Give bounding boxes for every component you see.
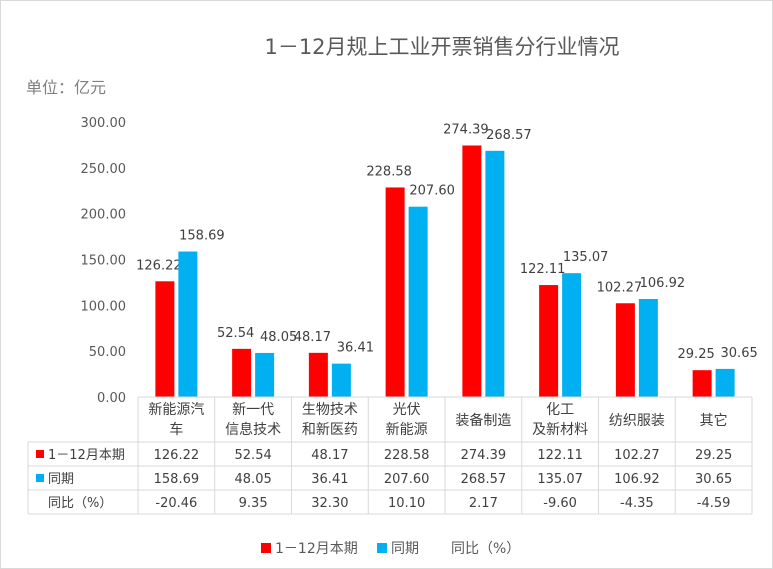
table-cell: 2.17 [469, 496, 498, 511]
table-cell: -4.35 [620, 496, 654, 511]
data-label: 106.92 [640, 276, 686, 291]
unit-label: 单位：亿元 [26, 78, 106, 97]
legend-label-yoy: 同比（%） [451, 541, 520, 557]
data-label: 48.05 [260, 330, 297, 345]
table-cell: 102.27 [614, 448, 660, 463]
y-tick-label: 150.00 [81, 254, 127, 269]
y-tick-label: 100.00 [81, 299, 127, 314]
table-cell: 52.54 [235, 448, 272, 463]
bar-current [232, 348, 252, 397]
table-cell: -4.59 [697, 496, 731, 511]
data-label: 126.22 [136, 258, 182, 273]
category-label: 光伏 [393, 402, 421, 418]
bar-prior [331, 363, 351, 397]
table-legend-key [36, 474, 44, 482]
category-label: 新一代 [232, 402, 274, 418]
legend-label-current: 1－12月本期 [275, 541, 358, 557]
bar-current [462, 145, 482, 397]
table-cell: 30.65 [695, 472, 732, 487]
y-tick-label: 250.00 [81, 162, 127, 177]
table-cell: -20.46 [155, 496, 197, 511]
bar-prior [178, 251, 198, 397]
category-label: 生物技术 [302, 402, 358, 418]
category-label: 其它 [700, 412, 728, 429]
table-row-label: 同期 [48, 472, 74, 487]
data-label: 36.41 [337, 341, 374, 356]
legend-swatch-current [261, 543, 271, 553]
bar-prior [715, 368, 735, 397]
y-tick-label: 200.00 [81, 208, 127, 223]
table-cell: 48.17 [311, 448, 348, 463]
table-cell: 106.92 [614, 472, 660, 487]
category-label: 信息技术 [225, 421, 281, 438]
y-tick-label: 50.00 [89, 345, 126, 360]
bar-prior [638, 298, 658, 397]
category-label: 纺织服装 [609, 413, 665, 429]
table-cell: 126.22 [154, 448, 200, 463]
table-cell: 29.25 [695, 448, 732, 463]
table-legend-key [36, 450, 44, 458]
data-label: 30.65 [721, 346, 758, 361]
data-label: 29.25 [678, 347, 715, 362]
bar-current [155, 281, 175, 397]
bar-prior [485, 150, 505, 397]
bar-current [385, 187, 405, 397]
category-label: 及新材料 [532, 422, 588, 438]
data-label: 228.58 [366, 164, 412, 179]
category-label: 新能源 [386, 422, 428, 438]
legend-swatch-prior [377, 543, 387, 553]
category-label: 车 [169, 421, 183, 438]
table-cell: 268.57 [461, 472, 507, 487]
legend-label-prior: 同期 [391, 541, 419, 557]
table-cell: 10.10 [388, 496, 425, 511]
bar-current [539, 285, 559, 397]
data-label: 207.60 [409, 184, 455, 199]
bar-current [615, 303, 635, 397]
category-label: 装备制造 [455, 412, 511, 429]
table-cell: 135.07 [537, 472, 583, 487]
table-cell: 228.58 [384, 448, 430, 463]
bar-current [308, 352, 328, 397]
y-tick-label: 300.00 [81, 116, 127, 131]
bar-prior [408, 206, 428, 397]
table-cell: 32.30 [311, 496, 348, 511]
data-label: 52.54 [217, 326, 254, 341]
data-label: 122.11 [520, 262, 566, 277]
bar-current [692, 370, 712, 397]
table-cell: 274.39 [461, 448, 507, 463]
data-label: 274.39 [443, 122, 489, 137]
data-label: 268.57 [486, 128, 532, 143]
bar-prior [255, 352, 275, 397]
table-row-label: 同比（%） [48, 496, 112, 511]
table-cell: 36.41 [311, 472, 348, 487]
table-row-label: 1－12月本期 [48, 448, 125, 463]
table-cell: -9.60 [543, 496, 577, 511]
bar-prior [562, 273, 582, 397]
category-label: 化工 [546, 402, 574, 418]
data-label: 158.69 [179, 229, 225, 244]
data-label: 48.17 [294, 330, 331, 345]
chart-title: 1－12月规上工业开票销售分行业情况 [264, 35, 619, 59]
data-label: 102.27 [597, 280, 643, 295]
category-label: 新能源汽 [148, 402, 204, 418]
table-cell: 9.35 [239, 496, 268, 511]
table-cell: 158.69 [154, 472, 200, 487]
table-cell: 122.11 [537, 448, 583, 463]
y-tick-label: 0.00 [97, 391, 126, 406]
data-label: 135.07 [563, 250, 609, 265]
category-label: 和新医药 [302, 422, 358, 438]
table-cell: 48.05 [235, 472, 272, 487]
table-cell: 207.60 [384, 472, 430, 487]
